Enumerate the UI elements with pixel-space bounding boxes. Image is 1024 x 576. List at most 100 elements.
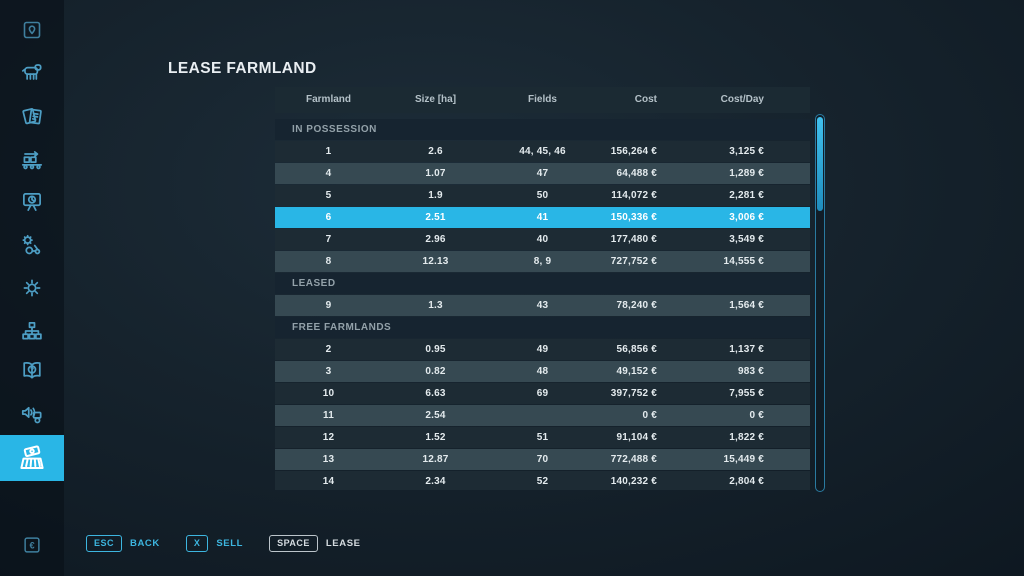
- statistics-icon: [19, 189, 45, 215]
- cell-fields: [489, 405, 596, 426]
- map-icon: [20, 18, 44, 42]
- radio-icon: [19, 400, 45, 426]
- farmland-icon: [17, 443, 47, 473]
- table-row-farmland-5[interactable]: 5 1.9 50 114,072 € 2,281 €: [275, 185, 810, 206]
- cell-cost: 56,856 €: [616, 344, 657, 355]
- cell-size: 1.9: [428, 190, 443, 201]
- table-row-farmland-3[interactable]: 3 0.82 48 49,152 € 983 €: [275, 361, 810, 382]
- cell-fields: 69: [536, 388, 549, 399]
- settings-icon: [19, 275, 45, 301]
- cell-cost: 78,240 €: [616, 300, 657, 311]
- cell-size: 0.82: [425, 366, 446, 377]
- cell-cost: 772,488 €: [610, 454, 657, 465]
- cell-cost-day: 3,006 €: [729, 212, 764, 223]
- footer-hints: ESC BACK X SELL SPACE LEASE: [86, 535, 361, 552]
- cell-fields: 70: [536, 454, 549, 465]
- cell-cost: 177,480 €: [610, 234, 657, 245]
- cell-size: 6.63: [425, 388, 446, 399]
- cell-cost-day: 1,822 €: [729, 432, 764, 443]
- footer-button-sell[interactable]: X SELL: [185, 535, 243, 552]
- key-x: X: [185, 535, 209, 552]
- scrollbar-track[interactable]: [815, 114, 825, 492]
- cell-cost-day: 2,281 €: [729, 190, 764, 201]
- sidebar-item-production[interactable]: [0, 147, 64, 173]
- cell-cost-day: 3,549 €: [729, 234, 764, 245]
- cell-cost-day: 1,289 €: [729, 168, 764, 179]
- money-icon: €: [21, 534, 43, 556]
- section-header: IN POSSESSION: [275, 119, 810, 140]
- hint-label: LEASE: [325, 538, 361, 549]
- table-row-farmland-14[interactable]: 14 2.34 52 140,232 € 2,804 €: [275, 471, 810, 490]
- cell-fields: 49: [536, 344, 549, 355]
- cell-cost-day: 983 €: [737, 366, 764, 377]
- cell-farmland: 9: [325, 300, 332, 311]
- table-row-farmland-13[interactable]: 13 12.87 70 772,488 € 15,449 €: [275, 449, 810, 470]
- cell-farmland: 12: [322, 432, 335, 443]
- cell-cost: 114,072 €: [611, 190, 657, 201]
- key-esc: ESC: [86, 535, 123, 552]
- cell-farmland: 3: [325, 366, 332, 377]
- table-row-farmland-6[interactable]: 6 2.51 41 150,336 € 3,006 €: [275, 207, 810, 228]
- cell-cost-day: 1,137 €: [729, 344, 764, 355]
- table-row-farmland-8[interactable]: 8 12.13 8, 9 727,752 € 14,555 €: [275, 251, 810, 272]
- cell-fields: 50: [536, 190, 549, 201]
- cell-size: 1.52: [425, 432, 446, 443]
- cell-fields: 43: [536, 300, 549, 311]
- scrollbar-thumb[interactable]: [817, 117, 823, 211]
- sidebar-item-help[interactable]: ?: [0, 357, 64, 383]
- cell-farmland: 2: [325, 344, 332, 355]
- table-row-farmland-1[interactable]: 1 2.6 44, 45, 46 156,264 € 3,125 €: [275, 141, 810, 162]
- cell-size: 2.51: [425, 212, 446, 223]
- footer-button-back[interactable]: ESC BACK: [86, 535, 160, 552]
- key-space: SPACE: [269, 535, 318, 552]
- cell-cost: 91,104 €: [616, 432, 657, 443]
- section-header: FREE FARMLANDS: [275, 317, 810, 338]
- sidebar-item-farms[interactable]: [0, 318, 64, 344]
- svg-text:?: ?: [30, 367, 34, 374]
- table-header-row: Farmland Size [ha] Fields Cost Cost/Day: [275, 87, 810, 113]
- table-row-farmland-4[interactable]: 4 1.07 47 64,488 € 1,289 €: [275, 163, 810, 184]
- sidebar-item-contracts[interactable]: [0, 103, 64, 129]
- cell-fields: 8, 9: [533, 256, 552, 267]
- sidebar-item-animals[interactable]: [0, 59, 64, 85]
- cell-fields: 51: [536, 432, 549, 443]
- column-header-cost-day: Cost/Day: [720, 94, 764, 105]
- sidebar-item-settings[interactable]: [0, 275, 64, 301]
- cell-fields: 41: [536, 212, 549, 223]
- cell-cost: 64,488 €: [616, 168, 657, 179]
- sidebar-item-map[interactable]: [0, 17, 64, 43]
- cell-size: 12.87: [422, 454, 449, 465]
- sidebar-item-farmland[interactable]: [0, 435, 64, 481]
- cell-size: 2.96: [425, 234, 446, 245]
- farmland-table-body: IN POSSESSION 1 2.6 44, 45, 46 156,264 € 3,12…: [275, 119, 810, 490]
- sidebar-item-garage[interactable]: [0, 232, 64, 258]
- cell-size: 12.13: [422, 256, 449, 267]
- sidebar-item-money[interactable]: €: [0, 532, 64, 558]
- cell-farmland: 11: [323, 410, 334, 421]
- garage-icon: [19, 232, 45, 258]
- table-row-farmland-12[interactable]: 12 1.52 51 91,104 € 1,822 €: [275, 427, 810, 448]
- table-row-farmland-11[interactable]: 11 2.54 0 € 0 €: [275, 405, 810, 426]
- cell-cost: 156,264 €: [610, 146, 657, 157]
- cell-fields: 48: [536, 366, 549, 377]
- table-row-farmland-10[interactable]: 10 6.63 69 397,752 € 7,955 €: [275, 383, 810, 404]
- cell-farmland: 4: [325, 168, 332, 179]
- cell-fields: 52: [536, 476, 549, 487]
- cell-cost-day: 14,555 €: [723, 256, 764, 267]
- sidebar-item-radio[interactable]: [0, 400, 64, 426]
- cell-size: 1.3: [428, 300, 443, 311]
- cell-size: 0.95: [425, 344, 446, 355]
- cell-farmland: 1: [325, 146, 332, 157]
- column-header-cost: Cost: [634, 94, 657, 105]
- sidebar-item-statistics[interactable]: [0, 189, 64, 215]
- cell-cost: 0 €: [642, 410, 657, 421]
- farms-icon: [19, 318, 45, 344]
- footer-button-lease[interactable]: SPACE LEASE: [269, 535, 361, 552]
- table-row-farmland-9[interactable]: 9 1.3 43 78,240 € 1,564 €: [275, 295, 810, 316]
- cell-farmland: 10: [322, 388, 335, 399]
- table-row-farmland-2[interactable]: 2 0.95 49 56,856 € 1,137 €: [275, 339, 810, 360]
- column-header-fields: Fields: [528, 94, 557, 105]
- cell-cost: 727,752 €: [610, 256, 657, 267]
- cell-farmland: 6: [325, 212, 332, 223]
- table-row-farmland-7[interactable]: 7 2.96 40 177,480 € 3,549 €: [275, 229, 810, 250]
